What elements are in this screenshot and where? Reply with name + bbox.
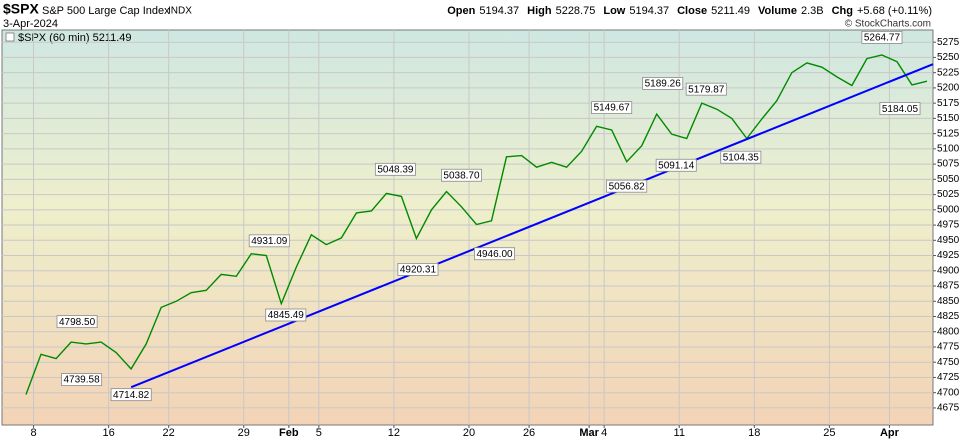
y-tick-label: 5175 [937,98,960,109]
y-tick-label: 5225 [937,67,960,78]
x-tick-label: 29 [238,427,250,439]
quote-label: High [527,5,552,17]
price-line [25,54,928,395]
annotation-box [397,262,439,276]
y-tick-label: 4775 [937,342,960,353]
y-tick-label: 4925 [937,250,960,261]
annotation-label: 4920.31 [400,265,437,276]
x-tick-label: Apr [880,427,900,439]
y-tick-label: 5000 [937,204,960,215]
quote-value: 5228.75 [556,5,596,17]
symbol: $SPX [3,1,39,17]
annotation-box [879,102,921,116]
legend-icon [5,32,15,42]
x-tick-label: 12 [388,427,400,439]
x-tick-label: Mar [579,427,599,439]
y-tick-label: 4850 [937,296,960,307]
annotation-box [861,31,903,44]
y-tick-label: 5025 [937,189,960,200]
annotation-label: 4714.82 [113,390,150,401]
annotation-label: 4845.49 [268,310,305,321]
annotation-box [655,158,697,172]
annotation-label: 5038.70 [443,170,480,181]
y-tick-label: 4675 [937,403,960,414]
y-tick-label: 5100 [937,144,960,155]
quote-line: Open 5194.37 High 5228.75 Low 5194.37 Close 521… [447,5,932,17]
legend-entry: $SPX (60 min) 5211.49 [18,32,132,44]
quote-label: Low [603,5,625,17]
y-tick-label: 4900 [937,265,960,276]
annotation-label: 5048.39 [377,164,414,175]
quote-value: 5211.49 [711,5,750,17]
index-name: S&P 500 Large Cap Index [42,5,170,17]
y-tick-label: 4700 [937,387,960,398]
annotation-label: 4798.50 [59,317,96,328]
y-tick-label: 4875 [937,281,960,292]
y-tick-label: 4725 [937,372,960,383]
annotation-box [56,315,98,329]
annotation-label: 5091.14 [658,160,695,171]
x-tick-label: 4 [601,427,607,439]
x-tick-label: 16 [102,427,114,439]
annotation-box [265,308,307,322]
y-tick-label: 5050 [937,174,960,185]
y-tick-label: 5200 [937,83,960,94]
annotation-label: 5179.87 [688,84,725,95]
quote-label: Close [677,5,707,17]
trendline [130,63,934,389]
annotation-box [110,388,152,402]
annotation-label: 5189.26 [645,79,682,90]
quote-label: Chg [832,5,853,17]
quote-value: +5.68 (+0.11%) [857,5,932,17]
x-tick-label: 11 [674,427,685,439]
annotation-box [474,247,516,261]
x-tick-label: 25 [823,427,835,439]
y-tick-label: 4800 [937,326,960,337]
annotation-label: 5056.82 [609,181,646,192]
x-tick-label: 5 [316,427,322,439]
annotation-label: 5264.77 [864,33,901,44]
y-tick-label: 5075 [937,159,960,170]
y-tick-label: 4975 [937,220,960,231]
annotation-label: 5149.67 [594,103,631,114]
exchange: INDX [168,6,192,17]
x-tick-label: Feb [279,427,299,439]
y-tick-label: 5250 [937,52,960,63]
x-tick-label: 22 [163,427,175,439]
annotation-box [441,168,482,182]
annotation-label: 5184.05 [882,104,919,115]
quote-label: Open [447,5,475,17]
annotation-box [685,82,727,96]
annotation-label: 4931.09 [251,236,288,247]
date: 3-Apr-2024 [3,18,58,30]
annotation-box [374,162,416,176]
y-tick-label: 5150 [937,113,960,124]
y-tick-label: 4950 [937,235,960,246]
y-tick-label: 4750 [937,357,960,368]
annotation-box [61,373,103,386]
x-tick-label: 8 [30,427,36,439]
x-tick-label: 18 [748,427,760,439]
x-tick-label: 26 [523,427,535,439]
annotation-box [720,150,762,164]
annotation-box [642,77,684,90]
annotation-label: 4739.58 [64,375,101,386]
x-tick-label: 20 [463,427,475,439]
quote-value: 2.3B [801,5,824,17]
quote-value: 5194.37 [479,5,519,17]
y-tick-label: 5125 [937,128,960,139]
quote-label: Volume [758,5,797,17]
quote-value: 5194.37 [629,5,669,17]
annotation-label: 4946.00 [476,249,513,260]
annotation-box [248,234,290,248]
copyright: © StockCharts.com [845,19,931,30]
y-tick-label: 5275 [937,37,960,48]
annotation-label: 5104.35 [723,152,760,163]
y-tick-label: 4825 [937,311,960,322]
plot-area [1,29,934,426]
annotation-box [591,101,633,114]
annotation-box [606,179,648,193]
